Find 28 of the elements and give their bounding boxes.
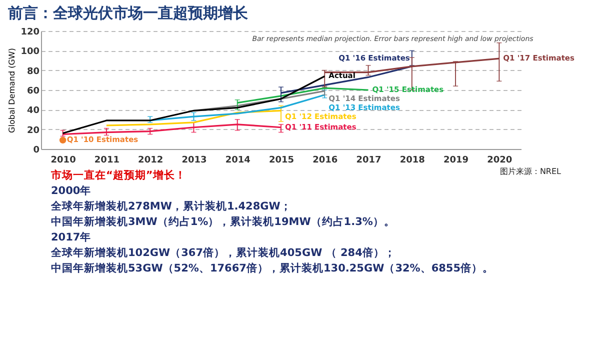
text: 中国年新增装机53GW（52%、17667倍），累计装机130.25GW（32%、6855倍）。 <box>51 261 494 274</box>
x-tick-label: 2015 <box>268 156 294 166</box>
y-tick-label: 40 <box>26 106 40 116</box>
x-tick-label: 2010 <box>50 156 76 166</box>
x-tick-label: 2012 <box>138 156 164 166</box>
y-tick-label: 20 <box>26 126 40 136</box>
text: 中国年新增装机3MW（约占1%），累计装机19MW（约占1.3%）。 <box>51 215 395 228</box>
x-tick-label: 2011 <box>94 156 120 166</box>
x-tick-label: 2014 <box>225 156 250 166</box>
x-tick-label: 2013 <box>182 156 207 166</box>
x-tick-label: 2017 <box>356 156 382 166</box>
y-tick-label: 0 <box>33 146 40 156</box>
x-tick-label: 2018 <box>400 156 425 166</box>
y-tick-label: 60 <box>26 86 40 96</box>
x-tick-label: 2016 <box>312 156 338 166</box>
y-tick-label: 100 <box>20 47 40 58</box>
y-tick-label: 120 <box>20 28 40 38</box>
chart-title: 前言：全球光伏市场一直超预期增长 <box>7 4 250 22</box>
y-tick-label: 80 <box>26 66 40 77</box>
text: 图片来源：NREL <box>500 167 562 176</box>
y-axis-title: Global Demand (GW) <box>8 48 17 133</box>
text: 2017年 <box>51 230 92 244</box>
text: 全球年新增装机102GW（367倍），累计装机405GW （ 284倍）； <box>50 246 396 259</box>
x-tick-label: 2020 <box>487 156 512 166</box>
text: 全球年新增装机278MW，累计装机1.428GW； <box>50 200 292 213</box>
text: 2000年 <box>51 184 92 198</box>
text: 市场一直在“超预期”增长！ <box>50 168 186 182</box>
x-tick-label: 2019 <box>444 156 469 166</box>
